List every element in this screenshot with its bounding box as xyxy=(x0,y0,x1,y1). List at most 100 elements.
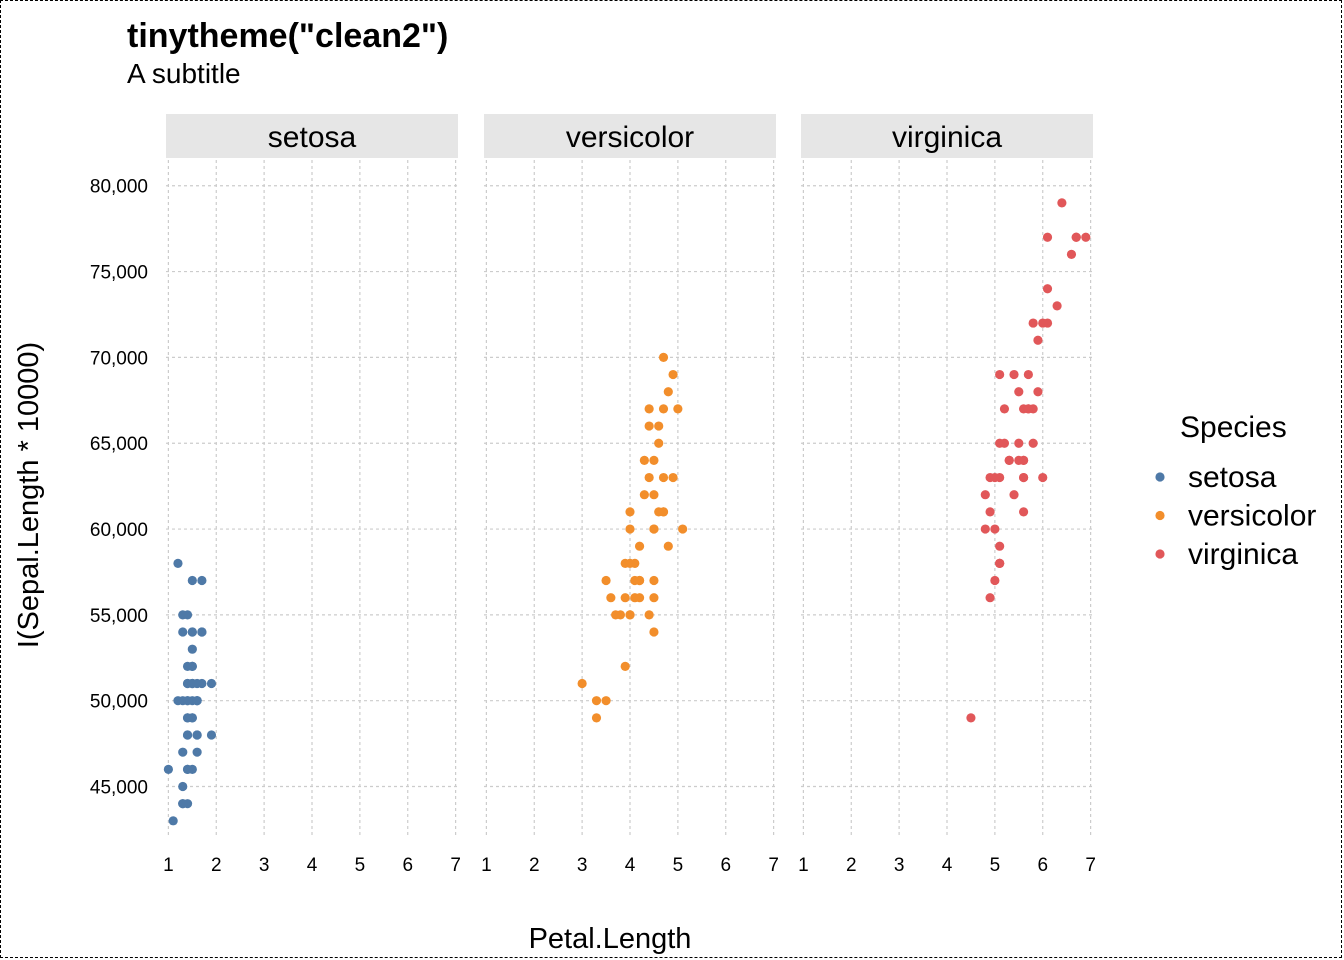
facet-strip xyxy=(166,114,458,158)
data-point-virginica xyxy=(1014,438,1024,448)
legend-label-setosa: setosa xyxy=(1188,461,1277,494)
x-tick-label: 4 xyxy=(625,855,636,876)
data-point-versicolor xyxy=(644,421,654,431)
data-point-virginica xyxy=(1023,404,1033,414)
facet-strip-label: virginica xyxy=(892,121,1002,154)
data-point-setosa xyxy=(178,747,188,757)
data-point-setosa xyxy=(178,799,188,809)
x-tick-label: 1 xyxy=(163,855,174,876)
legend: Species setosa versicolor virginica xyxy=(1155,411,1316,571)
x-tick-label: 7 xyxy=(450,855,461,876)
data-point-virginica xyxy=(1014,387,1024,397)
x-tick-label: 5 xyxy=(355,855,366,876)
data-point-versicolor xyxy=(630,575,640,586)
data-point-setosa xyxy=(192,730,202,740)
data-point-versicolor xyxy=(663,541,673,551)
data-point-versicolor xyxy=(634,593,645,603)
x-tick-label: 1 xyxy=(481,855,492,876)
data-point-versicolor xyxy=(625,524,635,534)
x-tick-label: 6 xyxy=(1037,855,1048,876)
data-point-virginica xyxy=(1052,301,1062,311)
data-point-versicolor xyxy=(644,610,654,620)
data-point-versicolor xyxy=(611,610,621,620)
data-point-virginica xyxy=(980,524,990,534)
data-point-versicolor xyxy=(634,541,645,551)
data-point-versicolor xyxy=(620,593,630,603)
facet-panel-setosa: setosa 1 2 3 4 5 6 7 xyxy=(163,114,461,876)
x-tick-label: 5 xyxy=(673,855,684,876)
legend-label-versicolor: versicolor xyxy=(1188,500,1316,533)
x-tick-label: 7 xyxy=(768,855,779,876)
data-point-versicolor xyxy=(606,593,616,603)
data-point-setosa xyxy=(187,661,197,671)
data-point-virginica xyxy=(1081,232,1091,242)
data-point-virginica xyxy=(999,438,1010,448)
data-point-virginica xyxy=(1042,232,1053,242)
data-point-versicolor xyxy=(663,387,673,397)
data-point-versicolor xyxy=(625,507,635,517)
data-point-versicolor xyxy=(649,490,659,500)
y-tick-label: 50,000 xyxy=(90,692,148,713)
data-point-virginica xyxy=(1028,318,1038,328)
facet-strip xyxy=(484,114,776,158)
data-point-setosa xyxy=(187,644,197,654)
data-point-virginica xyxy=(1033,335,1043,345)
data-point-virginica xyxy=(985,507,995,517)
data-point-versicolor xyxy=(644,472,654,483)
y-tick-label: 75,000 xyxy=(90,263,148,284)
facet-strip-label: setosa xyxy=(268,121,357,154)
data-point-versicolor xyxy=(639,490,649,500)
data-point-virginica xyxy=(990,524,1000,534)
data-point-versicolor xyxy=(658,352,669,362)
data-point-virginica xyxy=(1038,318,1048,328)
data-point-virginica xyxy=(1009,490,1019,500)
x-tick-label: 7 xyxy=(1085,855,1096,876)
data-point-virginica xyxy=(1018,507,1029,517)
facet-strip-label: versicolor xyxy=(566,121,694,154)
data-point-virginica xyxy=(995,369,1005,380)
data-point-setosa xyxy=(173,558,183,568)
data-point-setosa xyxy=(178,781,188,792)
legend-key-versicolor xyxy=(1155,510,1165,521)
data-point-virginica xyxy=(995,541,1005,551)
data-point-versicolor xyxy=(601,696,611,706)
data-point-versicolor xyxy=(668,472,678,483)
data-point-versicolor xyxy=(601,575,611,586)
data-point-setosa xyxy=(197,575,207,586)
data-point-versicolor xyxy=(625,610,635,620)
data-point-virginica xyxy=(980,490,990,500)
data-point-versicolor xyxy=(649,575,659,586)
data-point-versicolor xyxy=(639,455,649,465)
x-tick-label: 6 xyxy=(402,855,413,876)
data-point-versicolor xyxy=(649,627,659,637)
data-point-versicolor xyxy=(620,661,630,671)
data-point-virginica xyxy=(990,472,1000,483)
data-point-versicolor xyxy=(668,369,678,380)
facet-strip xyxy=(801,114,1093,158)
x-tick-label: 3 xyxy=(894,855,905,876)
data-point-versicolor xyxy=(649,524,659,534)
data-point-setosa xyxy=(168,816,178,826)
data-point-versicolor xyxy=(625,558,635,568)
data-point-versicolor xyxy=(649,593,659,603)
x-axis-title: Petal.Length xyxy=(529,923,692,955)
data-point-virginica xyxy=(1038,472,1048,483)
data-point-versicolor xyxy=(649,455,659,465)
data-point-setosa xyxy=(192,696,202,706)
data-point-versicolor xyxy=(591,713,602,723)
data-point-setosa xyxy=(206,678,217,689)
data-point-setosa xyxy=(182,696,193,706)
facet-panel-virginica: virginica 1 2 3 4 5 6 7 xyxy=(798,114,1096,876)
x-tick-label: 5 xyxy=(990,855,1001,876)
chart-title: tinytheme("clean2") xyxy=(127,17,449,55)
data-point-setosa xyxy=(178,610,188,620)
y-tick-label: 65,000 xyxy=(90,434,148,455)
x-tick-label: 4 xyxy=(942,855,953,876)
data-point-virginica xyxy=(966,713,976,723)
data-point-virginica xyxy=(1018,472,1029,483)
x-tick-label: 2 xyxy=(211,855,222,876)
data-point-setosa xyxy=(197,627,207,637)
data-point-setosa xyxy=(163,764,173,774)
data-point-setosa xyxy=(187,627,197,637)
y-tick-label: 55,000 xyxy=(90,606,148,627)
